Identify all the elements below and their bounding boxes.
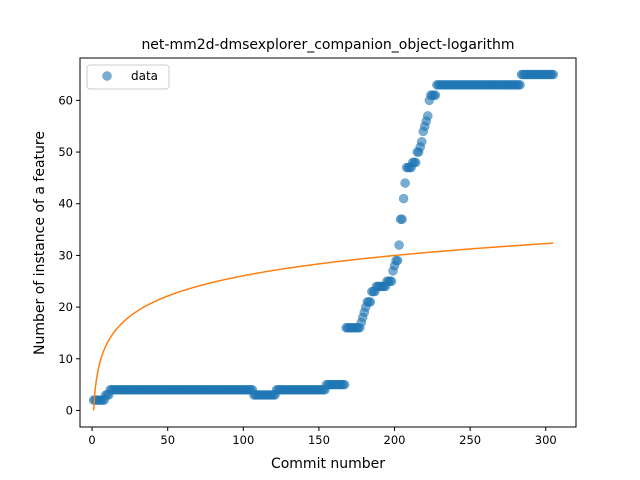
data-point bbox=[430, 90, 441, 100]
x-tick-label: 300 bbox=[535, 433, 557, 447]
x-axis-label: Commit number bbox=[271, 456, 385, 472]
x-tick-label: 200 bbox=[384, 433, 406, 447]
data-point bbox=[394, 240, 404, 250]
y-tick-label: 20 bbox=[58, 300, 73, 314]
data-point bbox=[365, 297, 376, 307]
data-point bbox=[339, 379, 350, 390]
data-point bbox=[398, 193, 409, 204]
fit-line bbox=[92, 242, 554, 411]
legend-marker bbox=[102, 71, 112, 81]
plot-area bbox=[88, 69, 559, 411]
data-point bbox=[423, 111, 433, 121]
data-point bbox=[410, 157, 421, 168]
data-point bbox=[417, 136, 427, 147]
y-axis-label: Number of instance of a feature bbox=[32, 131, 48, 355]
data-point bbox=[400, 178, 410, 188]
legend-box bbox=[86, 64, 170, 90]
data-point bbox=[397, 214, 407, 224]
y-tick-label: 40 bbox=[58, 197, 73, 211]
legend-label: data bbox=[131, 69, 158, 83]
x-tick-label: 100 bbox=[232, 433, 254, 447]
y-tick-label: 60 bbox=[58, 93, 73, 107]
x-tick-label: 0 bbox=[88, 433, 95, 447]
axes-frame bbox=[79, 57, 577, 428]
x-tick-label: 250 bbox=[459, 433, 481, 447]
chart-title: net-mm2d-dmsexplorer_companion_object-lo… bbox=[141, 37, 514, 53]
y-tick-label: 0 bbox=[66, 403, 73, 417]
data-point bbox=[386, 276, 397, 287]
data-point bbox=[548, 69, 559, 80]
legend: data bbox=[86, 64, 170, 90]
data-point bbox=[392, 255, 403, 266]
y-tick-label: 30 bbox=[58, 248, 73, 262]
y-tick-label: 50 bbox=[58, 145, 73, 159]
axes: 0 50 100 150 200 250 300 0 10 20 30 40 50 60 bbox=[58, 57, 577, 447]
y-tick-label: 10 bbox=[58, 352, 73, 366]
x-tick-label: 150 bbox=[308, 433, 330, 447]
data-point bbox=[515, 80, 525, 90]
x-tick-label: 50 bbox=[160, 433, 175, 447]
